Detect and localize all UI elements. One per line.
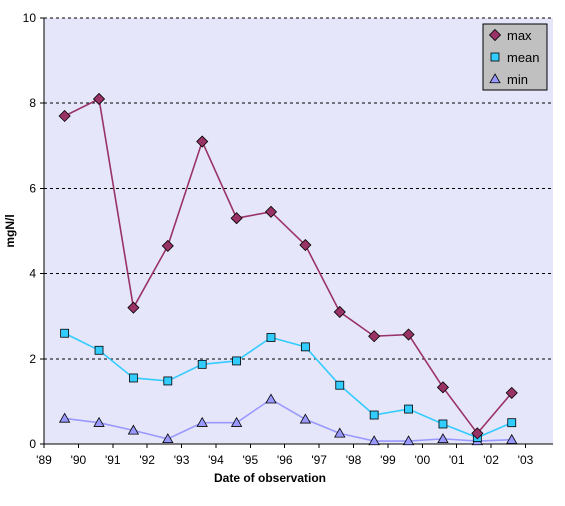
y-tick-label: 6: [29, 181, 36, 195]
data-point-mean: [369, 410, 379, 420]
series-lines: [58, 92, 518, 446]
data-point-max: [505, 386, 518, 399]
data-point-max: [436, 381, 450, 394]
data-point-mean: [94, 345, 104, 355]
data-point-max: [58, 109, 71, 123]
x-tick-label: '92: [139, 453, 155, 467]
y-tick-label: 0: [29, 437, 36, 451]
x-tick-label: '95: [243, 453, 259, 467]
data-point-mean: [507, 418, 517, 428]
data-point-max: [127, 301, 140, 314]
legend-marker-max: [488, 28, 502, 42]
data-point-min: [402, 435, 415, 446]
data-point-min: [93, 416, 105, 427]
data-point-min: [299, 413, 312, 424]
legend-marker-mean: [490, 52, 500, 62]
y-tick-label: 8: [29, 96, 36, 110]
x-tick-label: '90: [71, 453, 87, 467]
x-axis: '89 '90 '91 '92 '93 '94 '95 '96 '97 '98 '99 '00 '01 '…: [36, 443, 553, 467]
legend-label-mean: mean: [507, 50, 540, 65]
y-tick-label: 2: [29, 352, 36, 366]
legend-label-min: min: [507, 72, 528, 87]
data-point-mean: [163, 376, 173, 386]
data-point-min: [58, 412, 71, 423]
data-point-min: [506, 433, 518, 444]
data-point-max: [333, 305, 346, 319]
x-tick-label: '98: [346, 453, 362, 467]
x-tick-label: '00: [414, 453, 430, 467]
data-point-min: [196, 416, 208, 427]
data-point-min: [437, 433, 449, 444]
data-point-mean: [404, 404, 413, 414]
plot-area: [44, 18, 553, 444]
series-line-max: [64, 97, 513, 435]
data-point-min: [334, 427, 346, 438]
legend: max mean min: [482, 23, 548, 91]
data-point-max: [92, 92, 106, 106]
data-point-mean: [266, 333, 276, 342]
data-point-max: [402, 328, 415, 341]
data-point-max: [196, 135, 209, 148]
data-point-max: [161, 239, 174, 252]
legend-marker-min: [489, 73, 501, 84]
x-tick-label: '01: [449, 453, 465, 467]
data-point-min: [162, 433, 174, 444]
x-tick-label: '94: [208, 453, 224, 467]
data-point-min: [265, 393, 277, 404]
data-point-min: [127, 424, 140, 435]
y-tick-label: 10: [23, 11, 37, 25]
x-tick-label: '91: [105, 453, 121, 467]
gridlines: [44, 17, 553, 360]
data-point-mean: [197, 359, 207, 369]
series-mean: [60, 328, 517, 443]
data-point-max: [368, 330, 381, 343]
x-tick-label: '03: [518, 453, 534, 467]
data-point-mean: [129, 373, 138, 383]
series-min: [58, 393, 518, 446]
data-point-mean: [300, 342, 310, 352]
y-axis-label: mgN/l: [3, 214, 17, 247]
data-point-max: [264, 205, 278, 218]
data-point-min: [230, 416, 243, 427]
series-line-mean: [64, 332, 513, 439]
data-point-mean: [335, 380, 345, 390]
series-line-min: [64, 398, 512, 442]
y-tick-label: 4: [29, 267, 36, 281]
x-tick-label: '99: [380, 453, 396, 467]
data-point-min: [368, 435, 380, 446]
data-point-mean: [232, 356, 241, 366]
y-axis: 0 2 4 6 8 10: [23, 11, 45, 451]
x-tick-label: '97: [311, 453, 327, 467]
data-point-mean: [438, 419, 448, 429]
data-point-mean: [60, 328, 70, 338]
x-tick-label: '93: [174, 453, 190, 467]
data-point-max: [471, 427, 484, 440]
legend-label-max: max: [507, 28, 532, 43]
x-tick-label: '02: [483, 453, 499, 467]
data-point-max: [230, 212, 243, 225]
x-tick-label: '89: [36, 453, 52, 467]
series-max: [58, 92, 518, 440]
x-tick-label: '96: [277, 453, 293, 467]
x-axis-label: Date of observation: [214, 471, 326, 485]
data-point-max: [299, 238, 312, 252]
